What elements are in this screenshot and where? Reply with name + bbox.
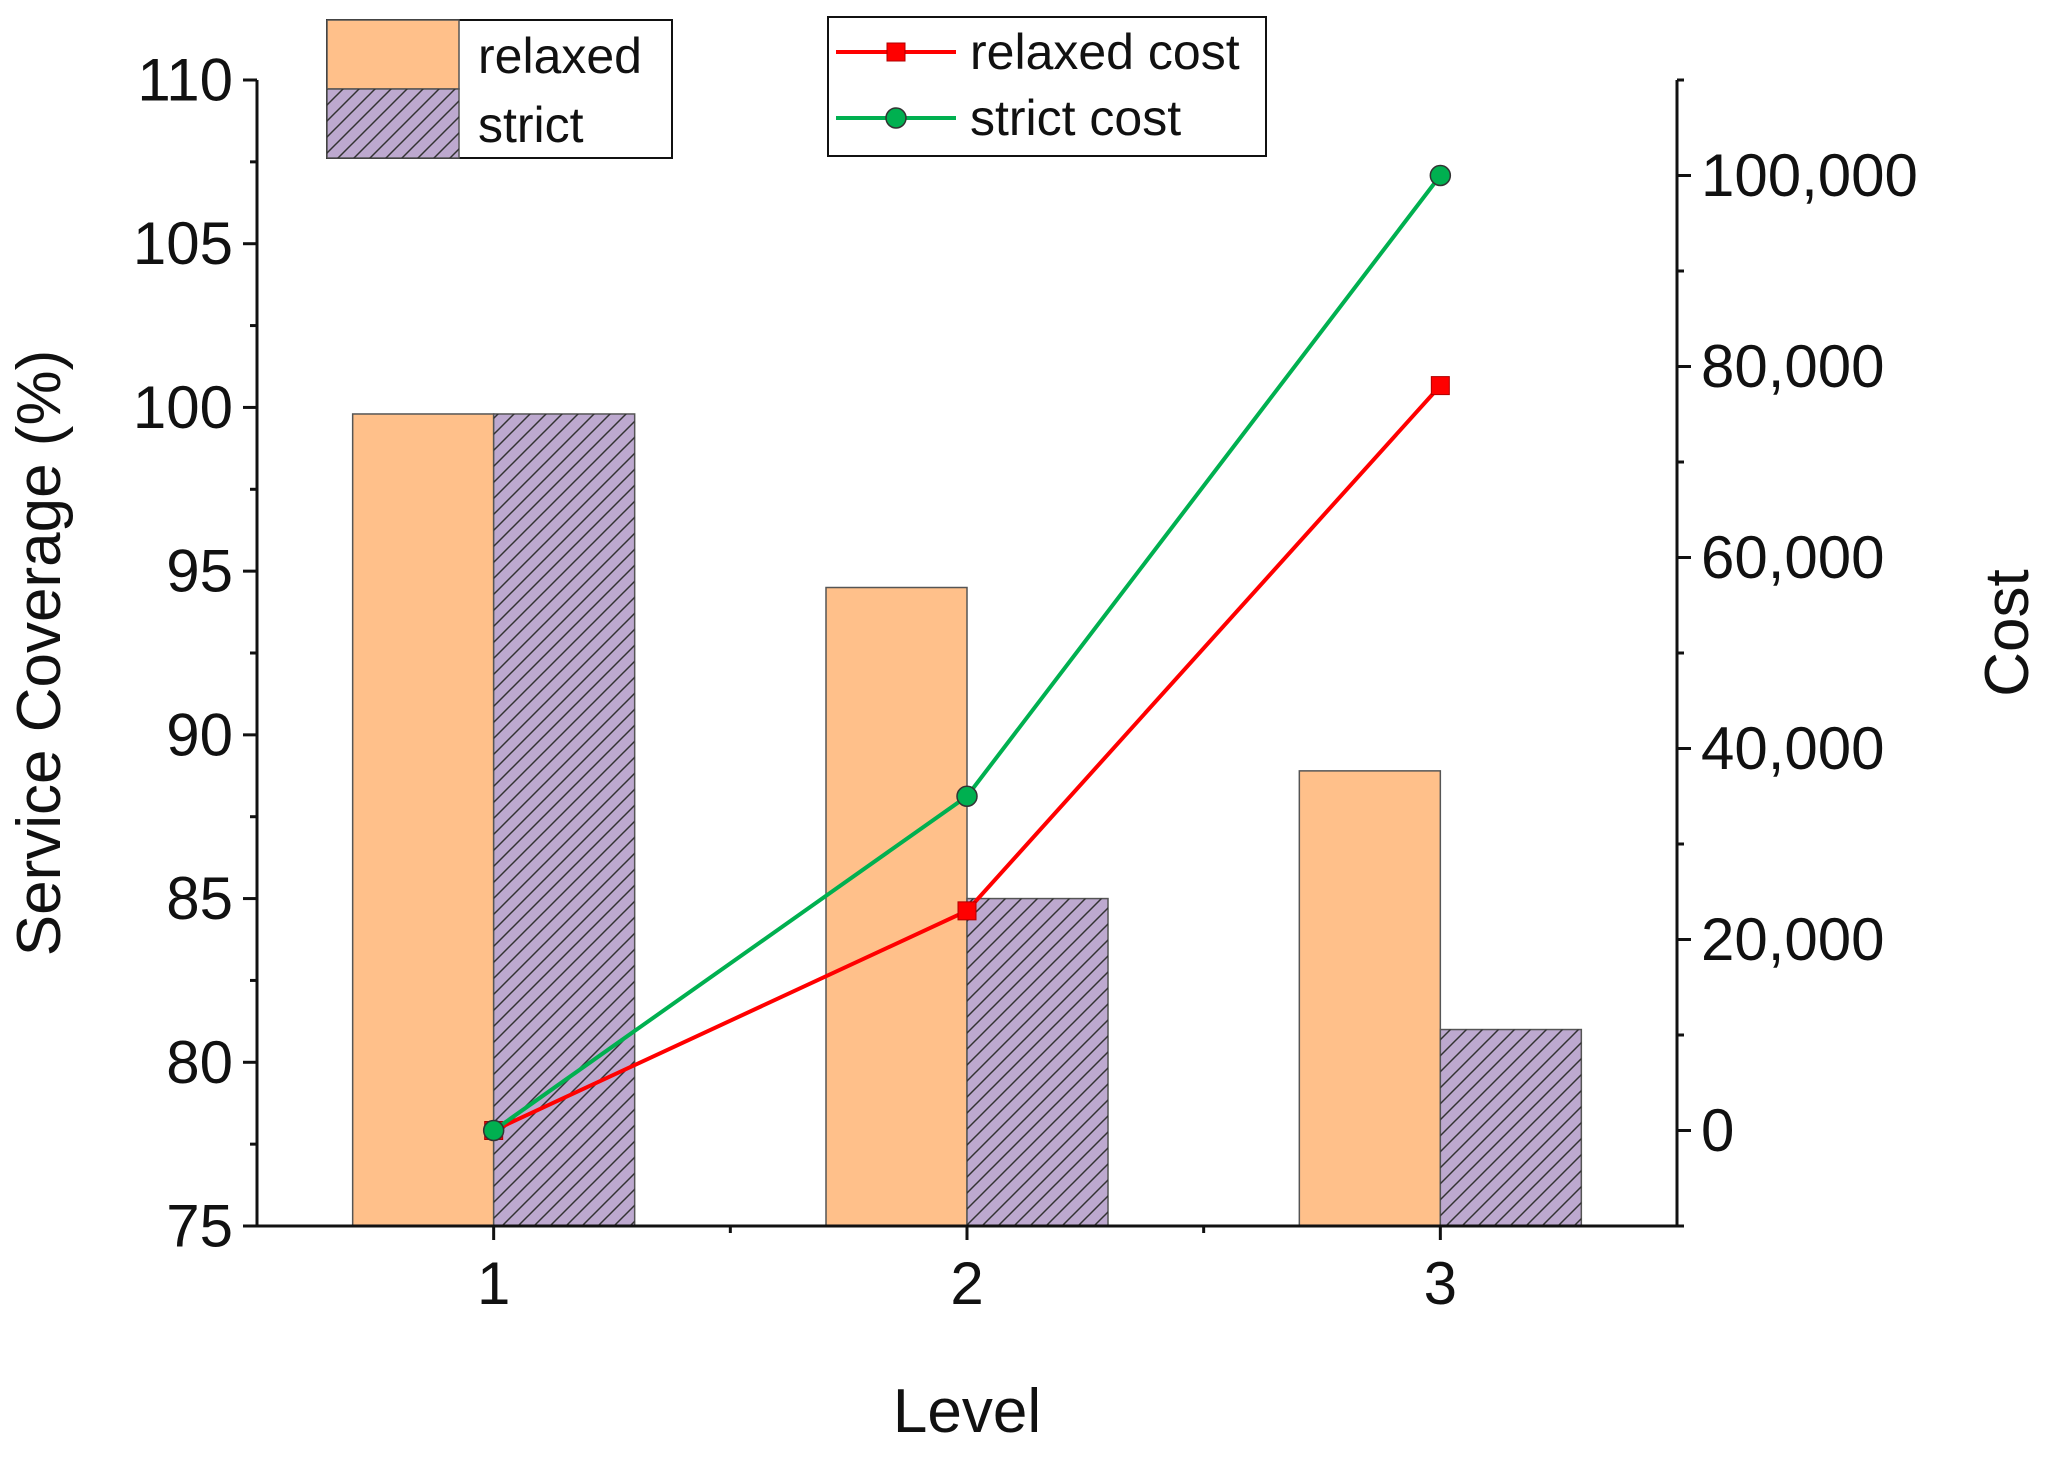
legend-marker-relaxed-cost (886, 42, 906, 62)
legend-label-strict: strict (478, 97, 584, 153)
bar-relaxed-1 (351, 413, 495, 1227)
x-tick-label: 2 (950, 1250, 983, 1317)
y-axis-title-right: Cost (1973, 569, 2042, 696)
bar-relaxed-2 (825, 586, 968, 1227)
legend-marker-strict-cost (885, 107, 907, 129)
y-tick-label-right: 60,000 (1701, 524, 1885, 591)
bar-hatch-strict-3 (1440, 1029, 1582, 1226)
y-tick-label-left: 110 (137, 47, 233, 114)
bar-hatch-strict-2 (967, 898, 1108, 1226)
y-tick-label-left: 80 (166, 1029, 233, 1096)
y-tick-label-right: 20,000 (1701, 906, 1885, 973)
legend-label-relaxed: relaxed (478, 28, 642, 84)
legend-label-strict-cost: strict cost (970, 90, 1181, 146)
bars-layer (351, 413, 1583, 1227)
legend-swatch-hatch-strict (327, 89, 459, 158)
legend-swatch-relaxed (326, 19, 460, 90)
axes-layer: 75 80 85 90 95 100 105 110 0 20,000 40,000 60,000 80… (5, 47, 2042, 1447)
legend-lines-box (827, 16, 1267, 157)
y-tick-label-left: 100 (133, 374, 233, 441)
y-tick-label-left: 75 (166, 1193, 233, 1260)
point-relaxed-cost (1430, 376, 1450, 396)
point-relaxed-cost (957, 901, 977, 921)
y-tick-label-right: 0 (1701, 1097, 1734, 1164)
y-tick-label-left: 95 (166, 538, 233, 605)
y-tick-label-right: 40,000 (1701, 715, 1885, 782)
y-tick-label-left: 85 (166, 865, 233, 932)
y-tick-label-left: 105 (133, 210, 233, 277)
y-axis-title-left: Service Coverage (%) (5, 350, 74, 956)
legend-bars: relaxed strict (326, 19, 673, 159)
point-strict-cost (1429, 164, 1452, 187)
legend-layer: relaxed strict relaxed cost strict cost (326, 16, 1267, 159)
y-tick-label-right: 80,000 (1701, 333, 1885, 400)
x-axis-title: Level (893, 1377, 1041, 1446)
legend-lines: relaxed cost strict cost (827, 16, 1267, 157)
x-tick-label: 3 (1424, 1250, 1457, 1317)
lines-layer (482, 164, 1452, 1142)
y-tick-label-right: 100,000 (1701, 142, 1918, 209)
y-tick-label-left: 90 (166, 701, 233, 768)
point-strict-cost (956, 785, 978, 807)
legend-label-relaxed-cost: relaxed cost (970, 24, 1240, 80)
x-tick-label: 1 (477, 1250, 510, 1317)
bar-relaxed-3 (1298, 770, 1442, 1227)
point-strict-cost (482, 1119, 505, 1142)
bar-hatch-strict-1 (493, 413, 635, 1226)
